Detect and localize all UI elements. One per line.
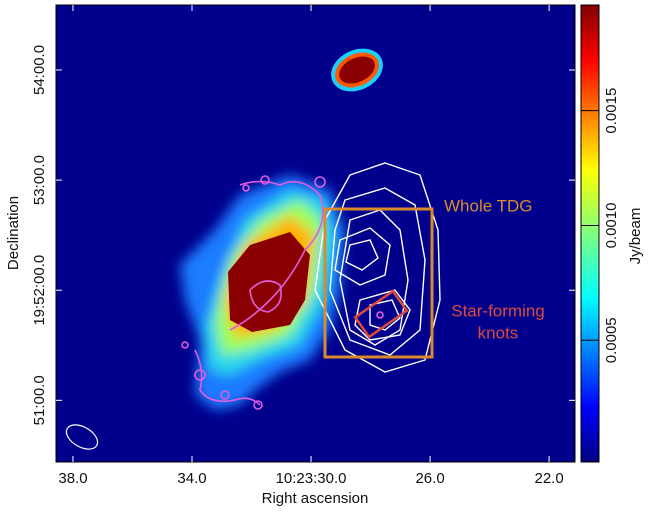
plot-frame: [55, 4, 576, 463]
y-axis-label: Declination: [5, 196, 22, 270]
colorbar-tick-label: 0.0010: [603, 203, 620, 249]
x-axis-label: Right ascension: [262, 490, 369, 507]
x-tick-label: 26.0: [415, 470, 444, 487]
x-tick-label: 34.0: [177, 470, 206, 487]
colorbar-label: Jy/beam: [627, 208, 644, 265]
y-tick-label: 54:00.0: [31, 45, 48, 95]
x-tick-label: 38.0: [58, 470, 87, 487]
annotation: Star-forming: [451, 301, 545, 320]
y-tick-label: 51:00.0: [31, 375, 48, 425]
annotation: knots: [478, 323, 519, 342]
colorbar-tick-label: 0.0015: [603, 88, 620, 134]
y-tick-label: 53:00.0: [31, 155, 48, 205]
colorbar: [580, 4, 600, 463]
annotation: Whole TDG: [444, 196, 533, 215]
y-tick-label: 19:52:00.0: [31, 255, 48, 326]
colorbar-tick-label: 0.0005: [603, 317, 620, 363]
x-tick-label: 22.0: [535, 470, 564, 487]
sky-image: [56, 5, 575, 462]
x-tick-label: 10:23:30.0: [276, 470, 347, 487]
